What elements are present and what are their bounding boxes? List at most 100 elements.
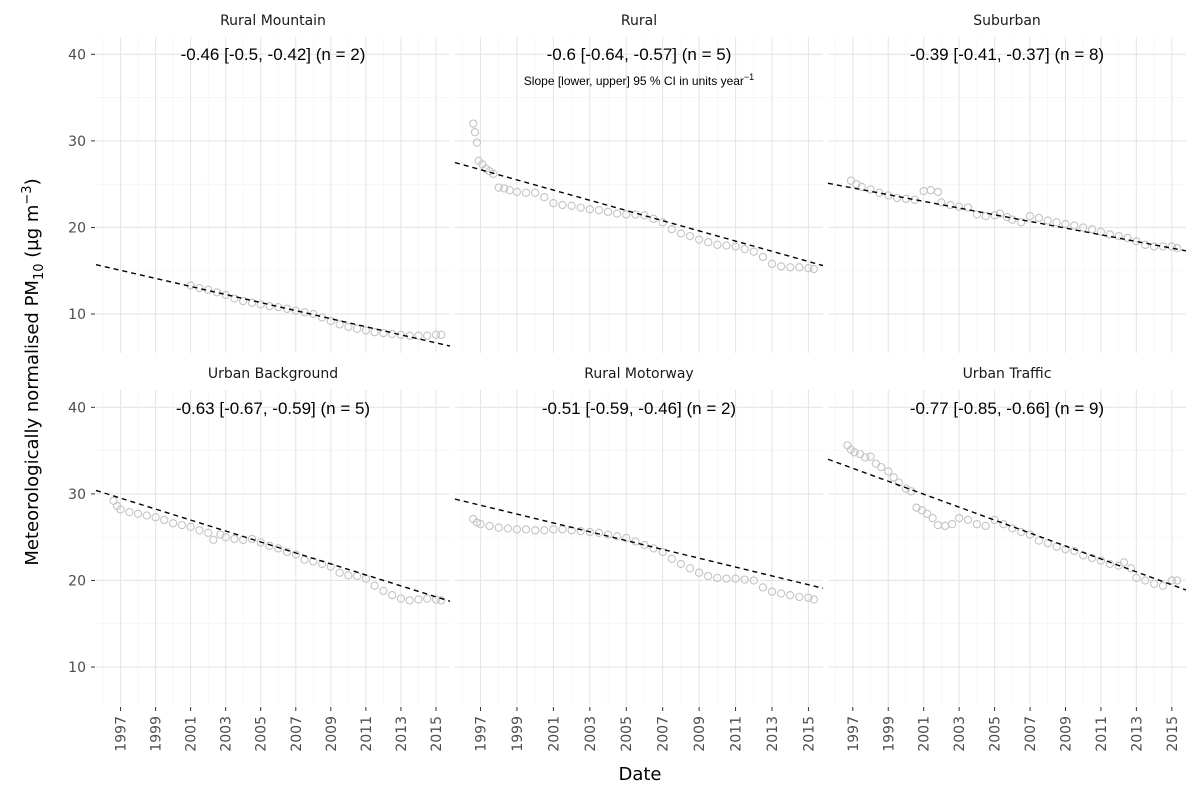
data-point <box>151 513 160 522</box>
x-tick-label: 2015 <box>801 716 817 752</box>
data-point <box>877 462 886 472</box>
facet-strip-label: Rural <box>621 13 657 29</box>
data-point <box>423 331 432 340</box>
data-point <box>344 571 353 580</box>
y-tick-label: 40 <box>68 47 86 63</box>
data-point <box>476 520 485 529</box>
data-point <box>1141 576 1150 585</box>
data-point <box>1119 558 1129 567</box>
data-point <box>1079 223 1088 232</box>
data-point <box>676 229 686 238</box>
data-point <box>379 328 388 338</box>
x-tick-label: 2009 <box>692 716 708 752</box>
data-point <box>1149 242 1159 251</box>
data-point <box>871 459 881 468</box>
data-point <box>335 568 344 577</box>
data-point <box>685 564 695 573</box>
x-tick-label: 2003 <box>952 716 968 752</box>
x-tick-label: 2009 <box>324 716 340 752</box>
data-point <box>521 188 531 197</box>
data-point <box>933 520 943 530</box>
data-point <box>1123 233 1132 243</box>
data-point <box>795 592 804 602</box>
panel-rural: Rural -0.6 [-0.64, -0.57] (n = 5) <box>454 13 824 353</box>
data-point <box>1070 546 1079 556</box>
x-tick-label: 2015 <box>1165 716 1181 752</box>
data-point <box>1114 231 1123 241</box>
data-point <box>489 169 498 178</box>
data-point <box>776 262 786 271</box>
data-point <box>500 184 509 193</box>
data-point <box>1070 221 1079 230</box>
data-point <box>912 503 921 512</box>
data-point <box>804 593 813 602</box>
data-point <box>1087 225 1097 234</box>
y-tick-label: 40 <box>68 400 86 416</box>
data-point <box>437 596 446 605</box>
x-tick-label: 1999 <box>881 716 897 752</box>
data-point <box>540 193 549 202</box>
x-tick-label: 1997 <box>846 716 862 752</box>
panel-rural-motorway: Rural Motorway -0.51 [-0.59, -0.46] (n = … <box>454 366 824 752</box>
data-point <box>850 448 859 457</box>
slope-annotation: -0.39 [-0.41, -0.37] (n = 8) <box>910 45 1104 64</box>
data-point <box>221 533 230 542</box>
data-point <box>1025 212 1035 221</box>
data-point <box>423 594 432 603</box>
data-point <box>676 559 686 569</box>
data-point <box>981 521 990 531</box>
data-point <box>622 533 631 543</box>
data-point <box>317 559 327 569</box>
data-point <box>142 511 151 520</box>
data-point <box>884 467 893 476</box>
data-point <box>740 244 749 254</box>
data-point <box>370 328 379 337</box>
data-point <box>713 573 722 583</box>
data-point <box>274 544 283 553</box>
data-point <box>731 242 740 251</box>
slope-annotation: -0.6 [-0.64, -0.57] (n = 5) <box>547 45 732 64</box>
data-point <box>758 583 768 592</box>
facet-strip-label: Rural Motorway <box>584 366 693 382</box>
data-point <box>947 520 957 529</box>
y-axis-title: Meteorologically normalised PM10 (µg m−3… <box>20 178 47 565</box>
x-tick-label: 1997 <box>114 716 130 752</box>
data-point <box>437 330 446 339</box>
x-tick-label: 1997 <box>474 716 490 752</box>
panel-urban-background: Urban Background -0.63 [-0.67, -0.59] (n … <box>68 366 451 752</box>
x-tick-label: 2011 <box>729 716 745 752</box>
data-point <box>168 519 178 528</box>
x-tick-label: 2001 <box>546 716 562 752</box>
x-tick-label: 2013 <box>765 716 781 752</box>
data-point <box>116 505 125 514</box>
data-point <box>786 591 795 600</box>
data-point <box>567 201 576 210</box>
data-point <box>431 595 441 604</box>
data-point <box>326 316 335 326</box>
data-point <box>1017 527 1026 537</box>
x-axis-title: Date <box>618 764 661 784</box>
data-point <box>767 587 777 596</box>
x-tick-label: 2005 <box>988 716 1004 752</box>
slope-annotation: -0.51 [-0.59, -0.46] (n = 2) <box>542 399 736 418</box>
data-point <box>1061 219 1070 229</box>
data-point <box>414 331 423 340</box>
data-point <box>594 206 604 215</box>
data-point <box>1167 242 1176 251</box>
y-tick-label: 20 <box>68 573 86 589</box>
data-point <box>576 203 585 212</box>
data-point <box>694 235 704 244</box>
data-point <box>622 210 631 219</box>
trend-line <box>95 264 451 347</box>
data-point <box>352 324 362 333</box>
data-point <box>1034 536 1044 545</box>
data-point <box>1158 581 1168 590</box>
data-point <box>1149 579 1159 589</box>
trend-line <box>827 458 1186 591</box>
data-point <box>995 209 1005 218</box>
data-point <box>1008 215 1017 224</box>
data-point <box>861 453 870 462</box>
data-point <box>291 306 300 315</box>
data-point <box>1167 576 1176 585</box>
